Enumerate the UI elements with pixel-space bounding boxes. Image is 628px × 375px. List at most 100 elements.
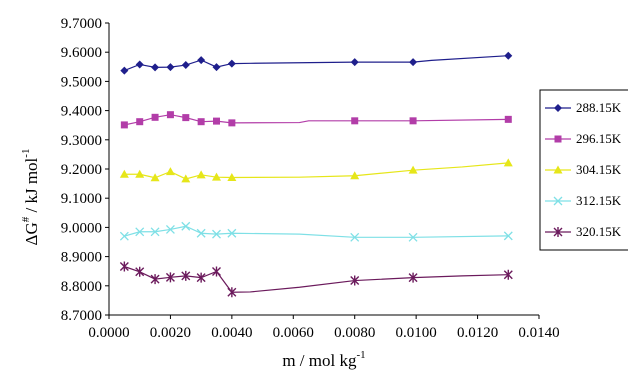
data-point: [181, 174, 191, 183]
data-point: [408, 272, 418, 283]
data-point: [212, 229, 221, 239]
y-tick-label: 9.4000: [61, 104, 102, 120]
y-axis-title: ΔG# / kJ mol-1: [20, 149, 41, 246]
series-line-304.15K: [124, 162, 509, 180]
data-point: [503, 158, 513, 167]
data-point: [350, 232, 360, 242]
data-point: [135, 60, 144, 69]
data-point: [135, 169, 145, 178]
data-point: [350, 275, 360, 286]
data-point: [503, 269, 513, 280]
data-point: [165, 272, 175, 283]
data-point: [119, 169, 129, 178]
series-296.15K: [120, 111, 512, 129]
data-point: [182, 114, 190, 122]
y-axis-title-unit-sup: -1: [20, 149, 32, 158]
y-tick-label: 9.7000: [61, 16, 102, 32]
series-312.15K: [119, 221, 513, 242]
x-tick-label: 0.0040: [211, 325, 252, 341]
data-point: [408, 165, 418, 174]
data-point: [166, 111, 174, 119]
legend-label: 312.15K: [576, 193, 622, 208]
series-304.15K: [119, 158, 513, 183]
data-point: [228, 119, 236, 127]
y-axis-title-base: ΔG: [22, 222, 41, 245]
legend-item-296.15K: 296.15K: [545, 131, 622, 146]
data-point: [196, 228, 206, 238]
data-point: [119, 231, 129, 241]
data-point: [120, 66, 129, 75]
data-point: [120, 121, 128, 129]
data-point: [504, 115, 512, 123]
data-point: [150, 227, 160, 237]
legend-label: 304.15K: [576, 162, 622, 177]
legend-label: 288.15K: [576, 100, 622, 115]
legend-item-288.15K: 288.15K: [545, 100, 622, 115]
data-point: [213, 117, 220, 125]
legend-item-320.15K: 320.15K: [545, 224, 622, 239]
legend-label: 296.15K: [576, 131, 622, 146]
data-point: [181, 270, 191, 281]
data-point: [504, 51, 513, 60]
legend-item-312.15K: 312.15K: [545, 193, 622, 208]
x-axis-title-base: m / mol kg: [282, 351, 357, 370]
data-point: [409, 117, 417, 125]
y-tick-label: 8.7000: [61, 308, 102, 324]
x-tick-label: 0.0020: [150, 325, 191, 341]
data-point: [151, 63, 160, 72]
legend-marker: [554, 104, 562, 112]
series-line-296.15K: [124, 114, 509, 126]
data-point: [135, 227, 145, 237]
data-point: [227, 59, 236, 68]
legend-marker: [553, 227, 563, 237]
y-tick-label: 9.2000: [61, 162, 102, 178]
data-point: [197, 56, 206, 65]
series-288.15K: [120, 51, 513, 75]
series-line-320.15K: [124, 265, 509, 293]
data-point: [135, 266, 145, 277]
y-axis-title-sup: #: [20, 216, 32, 222]
series-320.15K: [119, 261, 513, 298]
y-axis-title-unit: / kJ mol: [22, 157, 41, 216]
legend-marker: [554, 135, 562, 143]
data-point: [196, 170, 206, 179]
data-point: [150, 274, 160, 285]
plot-area: [119, 51, 513, 298]
data-point: [197, 118, 205, 126]
data-point: [196, 272, 206, 283]
y-tick-label: 9.3000: [61, 133, 102, 149]
series-line-288.15K: [124, 55, 509, 72]
data-point: [212, 63, 221, 72]
data-point: [503, 231, 513, 241]
data-point: [408, 232, 418, 242]
x-tick-label: 0.0080: [334, 325, 375, 341]
data-point: [136, 118, 144, 126]
x-tick-label: 0.0060: [273, 325, 314, 341]
x-tick-label: 0.0100: [396, 325, 437, 341]
series-line-312.15K: [124, 225, 509, 238]
data-point: [165, 167, 175, 176]
x-tick-label: 0.0120: [457, 325, 498, 341]
data-point: [181, 221, 191, 231]
y-tick-label: 9.1000: [61, 191, 102, 207]
legend-marker: [553, 196, 563, 206]
data-point: [165, 224, 175, 234]
legend: 288.15K 296.15K 304.15K 312.15K 320.15K: [539, 89, 628, 251]
legend-label: 320.15K: [576, 224, 622, 239]
x-axis-title: m / mol kg-1: [282, 349, 365, 370]
data-point: [212, 172, 221, 181]
data-point: [151, 113, 159, 121]
axes: 8.7000 8.8000 8.9000 9.0000 9.1000 9.2000 9.30…: [61, 16, 560, 341]
data-point: [227, 287, 237, 298]
data-point: [150, 173, 160, 182]
data-point: [119, 261, 129, 272]
data-point: [350, 171, 360, 180]
x-axis-title-sup: -1: [356, 349, 365, 361]
legend-item-304.15K: 304.15K: [545, 162, 622, 177]
y-tick-label: 8.8000: [61, 279, 102, 295]
data-point: [212, 266, 221, 277]
legend-marker: [553, 165, 563, 174]
data-point: [350, 58, 359, 67]
x-tick-label: 0.0000: [88, 325, 129, 341]
